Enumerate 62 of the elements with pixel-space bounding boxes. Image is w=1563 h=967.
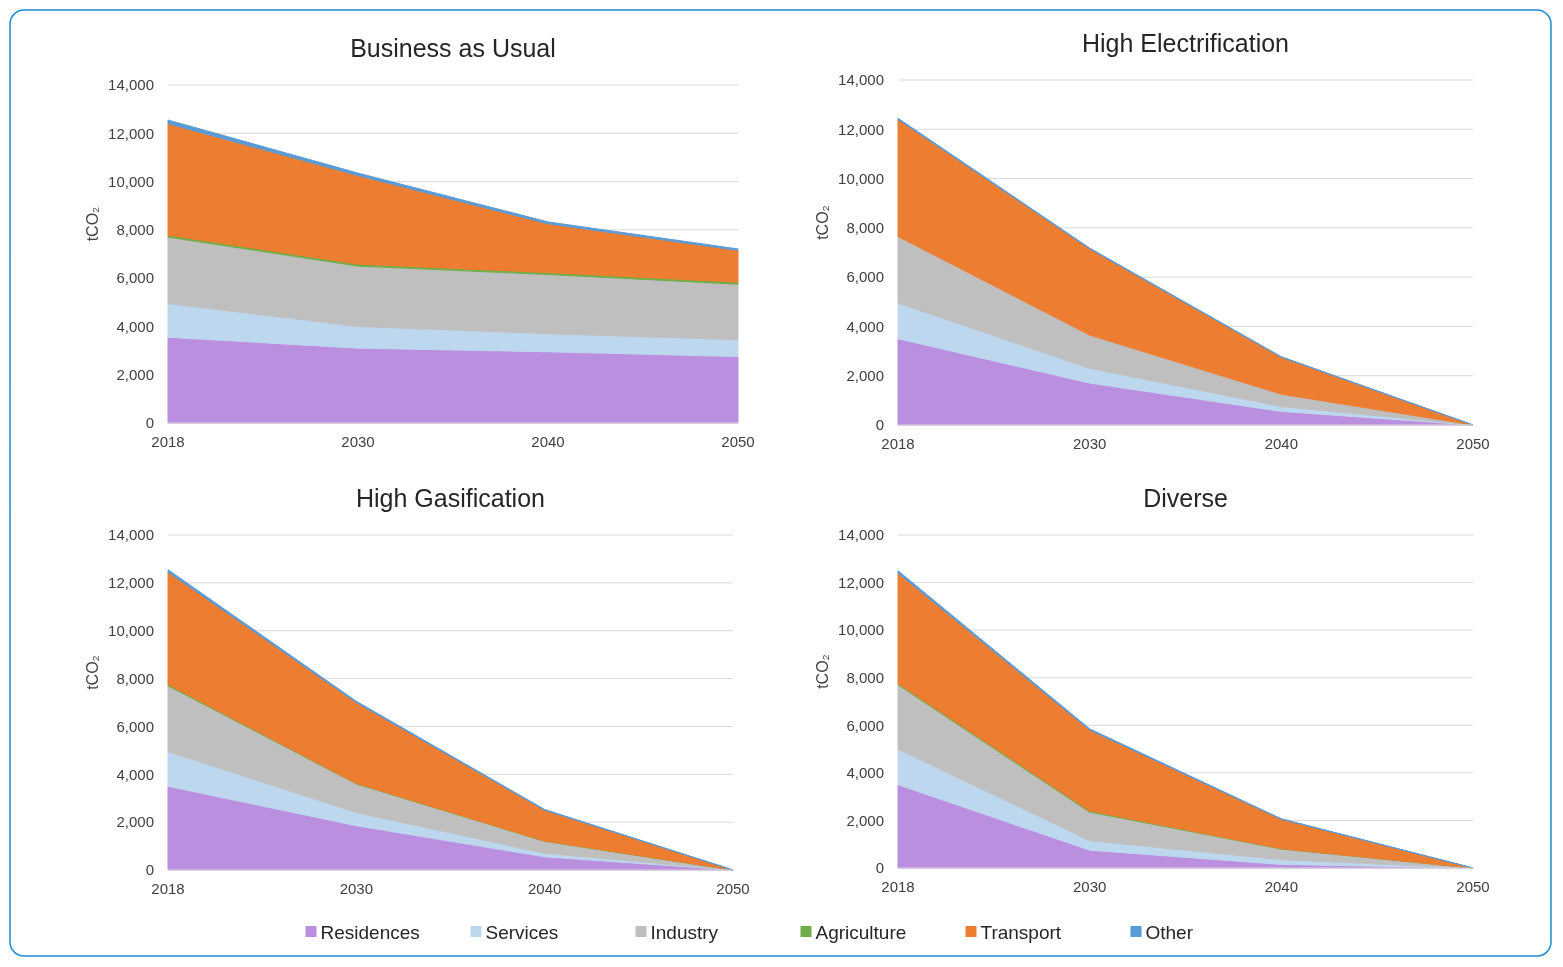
- y-tick-label: 14,000: [838, 71, 884, 89]
- x-tick-label: 2030: [1072, 435, 1107, 452]
- legend-label: Transport: [980, 921, 1062, 943]
- y-tick-label: 2,000: [846, 811, 884, 829]
- y-tick-label: 12,000: [838, 573, 884, 591]
- y-axis-title: tCO₂: [84, 655, 101, 690]
- y-tick-label: 6,000: [116, 269, 154, 287]
- y-axis-title: tCO₂: [814, 654, 831, 689]
- y-tick-label: 12,000: [108, 574, 154, 592]
- x-tick-label: 2018: [151, 880, 185, 897]
- legend-label: Other: [1145, 921, 1194, 943]
- x-tick-label: 2030: [339, 880, 374, 897]
- chart-title: High Electrification: [1081, 29, 1290, 57]
- x-tick-label: 2040: [531, 433, 565, 450]
- chart-title: High Gasification: [356, 484, 545, 512]
- chart-title: Diverse: [1143, 484, 1228, 512]
- x-tick-label: 2018: [151, 433, 185, 450]
- y-axis-title: tCO₂: [814, 205, 831, 240]
- y-tick-label: 0: [875, 416, 884, 434]
- x-tick-label: 2018: [881, 435, 915, 452]
- y-tick-label: 0: [875, 859, 884, 877]
- x-tick-label: 2040: [1264, 878, 1299, 895]
- x-tick-label: 2050: [721, 433, 755, 450]
- y-tick-label: 8,000: [116, 669, 154, 687]
- y-tick-label: 6,000: [846, 716, 884, 734]
- y-tick-label: 0: [145, 414, 154, 432]
- y-tick-label: 4,000: [116, 765, 154, 783]
- y-tick-label: 6,000: [116, 717, 154, 735]
- y-tick-label: 10,000: [108, 621, 154, 639]
- y-tick-label: 0: [145, 861, 154, 879]
- x-tick-label: 2030: [341, 433, 375, 450]
- y-tick-label: 4,000: [116, 317, 154, 335]
- y-tick-label: 14,000: [838, 526, 884, 544]
- x-tick-label: 2018: [881, 878, 915, 895]
- y-tick-label: 12,000: [108, 124, 154, 142]
- y-tick-label: 6,000: [846, 268, 884, 286]
- y-tick-label: 8,000: [116, 221, 154, 239]
- y-tick-label: 10,000: [838, 169, 884, 187]
- x-tick-label: 2040: [527, 880, 562, 897]
- y-tick-label: 12,000: [838, 120, 884, 138]
- y-tick-label: 14,000: [108, 526, 154, 544]
- y-tick-label: 10,000: [108, 172, 154, 190]
- y-tick-label: 2,000: [846, 366, 884, 384]
- y-tick-label: 4,000: [846, 764, 884, 782]
- legend-label: Residences: [320, 921, 420, 943]
- y-axis-title: tCO₂: [84, 206, 101, 242]
- y-tick-label: 10,000: [838, 621, 884, 639]
- y-tick-label: 2,000: [116, 365, 154, 383]
- y-tick-label: 8,000: [846, 668, 884, 686]
- x-tick-label: 2050: [1456, 878, 1490, 895]
- y-tick-label: 8,000: [846, 219, 884, 237]
- y-tick-label: 4,000: [846, 317, 884, 335]
- legend-label: Services: [485, 921, 559, 943]
- x-tick-label: 2040: [1264, 435, 1299, 452]
- chart-title: Business as Usual: [350, 34, 556, 62]
- x-tick-label: 2030: [1072, 878, 1107, 895]
- x-tick-label: 2050: [1456, 435, 1490, 452]
- x-tick-label: 2050: [716, 880, 750, 897]
- legend-label: Industry: [650, 921, 719, 943]
- legend-label: Agriculture: [815, 921, 907, 943]
- y-tick-label: 14,000: [108, 76, 154, 94]
- y-tick-label: 2,000: [116, 813, 154, 831]
